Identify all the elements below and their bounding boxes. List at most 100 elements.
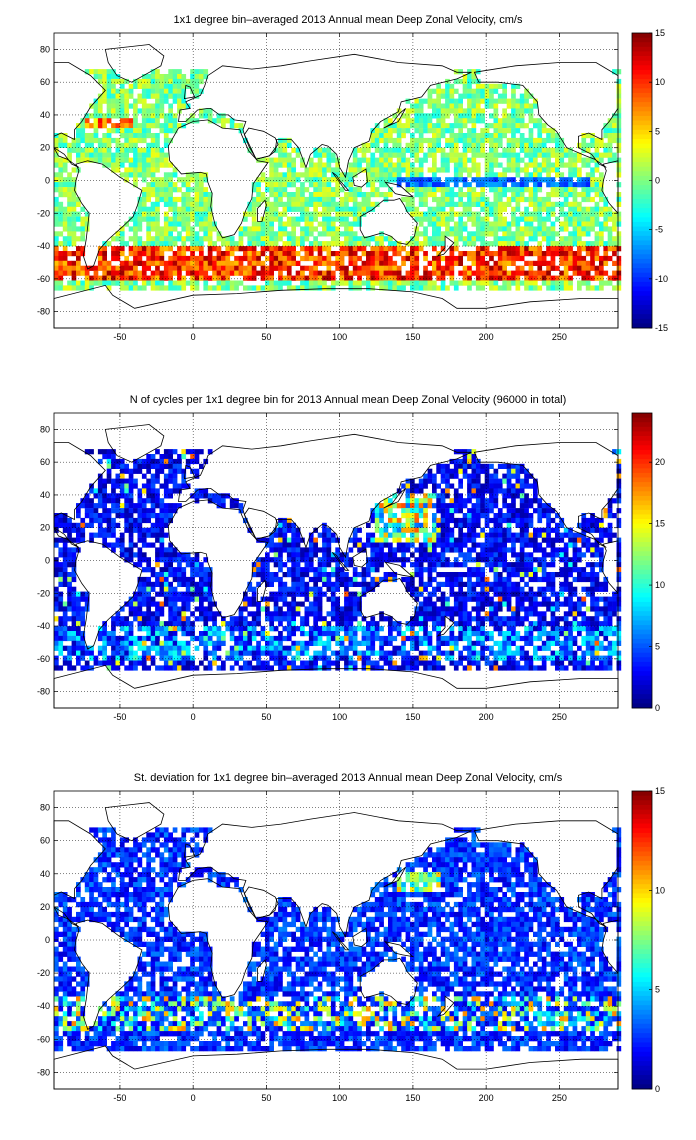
heatmap-cell [599, 221, 604, 227]
heatmap-cell [423, 552, 428, 558]
heatmap-cell [471, 201, 477, 207]
heatmap-cell [317, 246, 323, 252]
heatmap-cell [278, 255, 283, 262]
heatmap-cell [541, 527, 547, 533]
heatmap-cell [607, 147, 613, 153]
heatmap-cell [484, 478, 490, 484]
heatmap-cell [383, 128, 389, 134]
heatmap-cell [221, 265, 226, 271]
heatmap-cell [238, 280, 244, 286]
heatmap-cell [361, 270, 367, 276]
heatmap-cell [370, 567, 376, 573]
heatmap-cell [194, 562, 200, 568]
heatmap-cell [137, 83, 143, 89]
heatmap-cell [89, 147, 94, 153]
heatmap-cell [76, 201, 81, 207]
heatmap-cell [585, 285, 591, 291]
heatmap-cell [493, 196, 499, 203]
heatmap-cell [453, 152, 459, 158]
heatmap-cell [54, 265, 59, 271]
heatmap-cell [396, 182, 402, 188]
heatmap-cell [449, 498, 455, 504]
heatmap-cell [467, 488, 472, 494]
heatmap-cell [352, 201, 358, 207]
heatmap-cell [317, 157, 323, 163]
chart-title: N of cycles per 1x1 degree bin for 2013 … [129, 394, 567, 406]
colorbar-segment [632, 198, 652, 204]
heatmap-cell [54, 157, 59, 163]
heatmap-cell [410, 103, 415, 109]
heatmap-cell [168, 108, 173, 114]
heatmap-cell [515, 285, 521, 291]
heatmap-cell [177, 567, 182, 573]
heatmap-cell [300, 201, 305, 207]
heatmap-cell [497, 98, 503, 104]
heatmap-cell [291, 192, 296, 198]
heatmap-cell [102, 270, 107, 276]
heatmap-cell [172, 226, 178, 232]
heatmap-cell [150, 172, 156, 178]
heatmap-cell [475, 255, 481, 262]
heatmap-cell [185, 449, 191, 455]
heatmap-cell [432, 483, 437, 489]
heatmap-cell [423, 241, 428, 247]
heatmap-cell [449, 128, 455, 134]
heatmap-cell [326, 547, 332, 553]
heatmap-cell [379, 152, 384, 158]
heatmap-cell [155, 187, 160, 193]
heatmap-cell [462, 275, 468, 281]
heatmap-cell [484, 162, 490, 168]
heatmap-cell [502, 113, 507, 119]
grid-lines [54, 33, 618, 328]
heatmap-cell [572, 270, 578, 276]
heatmap-cell [251, 221, 257, 227]
heatmap-cell [54, 187, 59, 193]
heatmap-cell [546, 147, 551, 153]
heatmap-cell [559, 241, 565, 247]
heatmap-cell [163, 241, 169, 247]
heatmap-cell [449, 211, 455, 217]
heatmap-cell [497, 522, 503, 528]
heatmap-cell [432, 493, 437, 499]
heatmap-cell [322, 162, 327, 168]
heatmap-cell [326, 251, 332, 257]
heatmap-cell [427, 260, 433, 266]
heatmap-cell [308, 182, 314, 188]
heatmap-cell [524, 517, 529, 524]
heatmap-cell [471, 547, 477, 553]
heatmap-cell [163, 567, 169, 573]
heatmap-cell [581, 137, 587, 144]
colorbar-segment [632, 79, 652, 85]
heatmap-cell [84, 270, 90, 276]
colorbar-segment [632, 129, 652, 135]
heatmap-cell [295, 547, 301, 553]
heatmap-cell [62, 177, 68, 183]
heatmap-cell [229, 118, 235, 124]
heatmap-cell [550, 201, 556, 207]
heatmap-cell [515, 463, 521, 469]
heatmap-cell [150, 493, 156, 499]
heatmap-cell [225, 260, 231, 266]
heatmap-cell [84, 216, 90, 222]
heatmap-cell [423, 493, 428, 499]
heatmap-cell [475, 270, 481, 276]
heatmap-cell [141, 280, 147, 286]
heatmap-cell [541, 231, 547, 237]
heatmap-cell [243, 285, 248, 291]
heatmap-cell [590, 187, 595, 193]
heatmap-cell [199, 463, 204, 469]
heatmap-cell [559, 280, 565, 286]
heatmap-cell [445, 503, 450, 509]
heatmap-cell [449, 542, 455, 548]
heatmap-cell [493, 206, 499, 212]
heatmap-cell [546, 552, 551, 558]
heatmap-cell [449, 547, 455, 553]
heatmap-cell [511, 270, 516, 276]
heatmap-cell [146, 241, 151, 247]
heatmap-cell [383, 503, 389, 509]
heatmap-cell [577, 221, 582, 227]
heatmap-cell [172, 182, 178, 188]
heatmap-cell [322, 192, 327, 198]
heatmap-cell [357, 187, 362, 193]
heatmap-cell [471, 517, 477, 524]
